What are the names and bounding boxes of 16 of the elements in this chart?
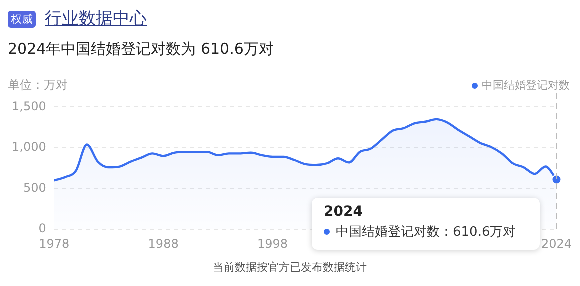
annotation: 2024 — [324, 204, 364, 220]
x-tick-label: 1998 — [258, 236, 288, 251]
x-tick-label: 1978 — [39, 236, 70, 251]
y-tick-label: 1,500 — [12, 99, 46, 114]
text: 当前数据按官方已发布数据统计 — [212, 260, 368, 275]
chart-title: 行业数据中心 — [45, 8, 147, 30]
x-tick-label: 1988 — [148, 236, 179, 251]
annotation: 中国结婚登记对数：610.6万对 — [336, 224, 516, 241]
chart-subtitle: 2024年中国结婚登记对数为 610.6万对 — [8, 40, 274, 59]
x-tick-label: 2024 — [541, 236, 572, 251]
y-tick-label: 500 — [23, 180, 46, 195]
y-tick-label: 0 — [38, 222, 46, 236]
text: 权威 — [8, 11, 36, 28]
legend-label: 中国结婚登记对数 — [482, 78, 570, 93]
y-tick-label: 1,000 — [12, 140, 46, 154]
y-axis-title: 单位：万对 — [8, 77, 68, 94]
